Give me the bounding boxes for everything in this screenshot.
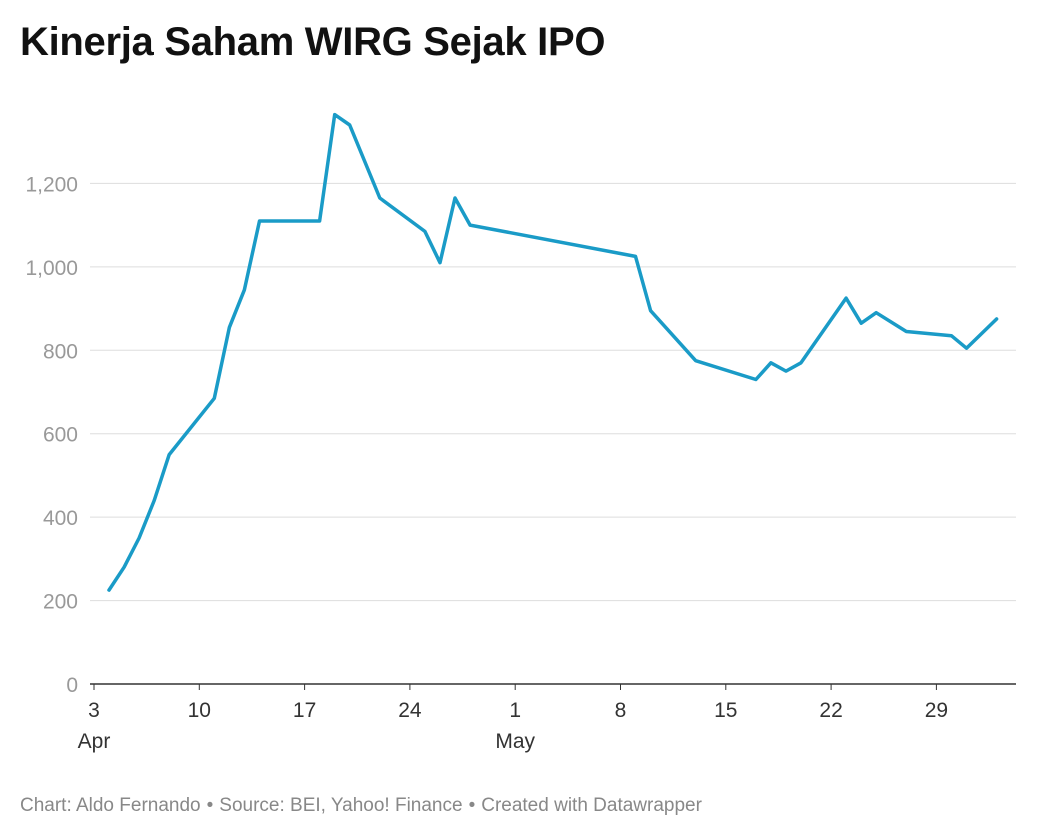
footer-source: Source: BEI, Yahoo! Finance xyxy=(219,795,463,816)
x-tick-label: 24 xyxy=(398,699,422,722)
x-tick-label: 17 xyxy=(293,699,316,722)
series-line xyxy=(107,112,999,592)
y-tick-label: 200 xyxy=(43,591,78,614)
y-tick-label: 1,000 xyxy=(25,257,78,280)
x-axis-ticks: 3 Apr 10 17 24 1 May 8 15 22 29 xyxy=(78,684,948,753)
x-tick-sublabel: May xyxy=(495,730,535,753)
y-tick-label: 1,200 xyxy=(25,173,78,196)
y-axis-ticks: 0 200 400 600 800 1,000 1,200 xyxy=(25,173,78,697)
footer-separator: • xyxy=(468,795,476,816)
grid-lines xyxy=(90,182,1016,685)
footer-chart-by: Chart: Aldo Fernando xyxy=(20,795,201,816)
x-tick-label: 29 xyxy=(925,699,948,722)
x-tick-label: 10 xyxy=(188,699,211,722)
chart-title: Kinerja Saham WIRG Sejak IPO xyxy=(20,20,606,64)
y-tick-label: 0 xyxy=(66,674,78,697)
y-tick-label: 800 xyxy=(43,340,78,363)
x-tick-label: 1 xyxy=(509,699,521,722)
x-tick-label: 3 xyxy=(88,699,100,722)
footer-created: Created with Datawrapper xyxy=(481,795,702,816)
footer-separator: • xyxy=(206,795,214,816)
chart-footer: Chart: Aldo Fernando • Source: BEI, Yahoo!… xyxy=(20,795,702,817)
y-tick-label: 400 xyxy=(43,507,78,530)
x-tick-label: 15 xyxy=(714,699,737,722)
series-layer xyxy=(107,112,999,592)
x-tick-sublabel: Apr xyxy=(78,730,111,753)
x-tick-label: 22 xyxy=(819,699,842,722)
x-tick-label: 8 xyxy=(615,699,627,722)
y-tick-label: 600 xyxy=(43,424,78,447)
